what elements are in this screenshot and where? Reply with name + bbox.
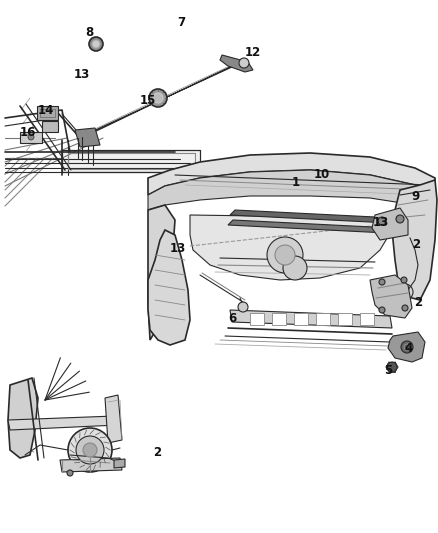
- Circle shape: [402, 305, 408, 311]
- Text: 2: 2: [414, 295, 422, 309]
- Text: 2: 2: [412, 238, 420, 252]
- Polygon shape: [372, 208, 408, 240]
- Polygon shape: [316, 313, 330, 325]
- Text: 13: 13: [373, 215, 389, 229]
- Circle shape: [401, 341, 413, 353]
- Polygon shape: [360, 313, 374, 325]
- Text: 15: 15: [140, 93, 156, 107]
- Circle shape: [379, 307, 385, 313]
- Text: 6: 6: [228, 312, 236, 326]
- Text: 8: 8: [85, 26, 93, 38]
- Circle shape: [379, 279, 385, 285]
- Polygon shape: [190, 215, 395, 280]
- Circle shape: [238, 302, 248, 312]
- Polygon shape: [60, 458, 122, 472]
- Text: 7: 7: [177, 15, 185, 28]
- Polygon shape: [114, 459, 125, 468]
- Polygon shape: [78, 62, 240, 138]
- Polygon shape: [8, 378, 38, 458]
- Text: 1: 1: [292, 176, 300, 190]
- Circle shape: [67, 470, 73, 476]
- Circle shape: [267, 237, 303, 273]
- Polygon shape: [370, 275, 412, 318]
- Polygon shape: [105, 395, 122, 443]
- Polygon shape: [272, 313, 286, 325]
- Polygon shape: [338, 313, 352, 325]
- Polygon shape: [42, 121, 58, 132]
- Text: 4: 4: [405, 342, 413, 354]
- Circle shape: [83, 443, 97, 457]
- Polygon shape: [392, 180, 437, 300]
- Circle shape: [68, 428, 112, 472]
- Polygon shape: [230, 310, 392, 328]
- Circle shape: [239, 58, 249, 68]
- Text: 5: 5: [384, 365, 392, 377]
- Circle shape: [401, 277, 407, 283]
- Text: 16: 16: [20, 125, 36, 139]
- Polygon shape: [228, 220, 392, 233]
- Polygon shape: [148, 230, 190, 345]
- Circle shape: [404, 344, 410, 350]
- Circle shape: [378, 217, 386, 225]
- Circle shape: [149, 89, 167, 107]
- Polygon shape: [148, 170, 435, 210]
- Circle shape: [387, 362, 397, 372]
- Polygon shape: [230, 210, 395, 223]
- Polygon shape: [37, 106, 58, 120]
- Text: 13: 13: [170, 243, 186, 255]
- Text: 9: 9: [411, 190, 419, 204]
- Circle shape: [89, 37, 103, 51]
- Polygon shape: [75, 128, 100, 147]
- Text: 2: 2: [153, 447, 161, 459]
- Polygon shape: [388, 332, 425, 362]
- Circle shape: [153, 93, 163, 103]
- Polygon shape: [20, 132, 42, 143]
- Polygon shape: [220, 55, 253, 72]
- Circle shape: [92, 40, 100, 48]
- Circle shape: [76, 436, 104, 464]
- Circle shape: [396, 215, 404, 223]
- Polygon shape: [148, 205, 175, 340]
- Polygon shape: [8, 416, 118, 430]
- Polygon shape: [294, 313, 308, 325]
- Text: 12: 12: [245, 46, 261, 60]
- Text: 13: 13: [74, 68, 90, 80]
- Polygon shape: [148, 153, 435, 195]
- Polygon shape: [62, 150, 200, 172]
- Polygon shape: [250, 313, 264, 325]
- Circle shape: [283, 256, 307, 280]
- Circle shape: [28, 134, 34, 140]
- Text: 14: 14: [38, 103, 54, 117]
- Circle shape: [275, 245, 295, 265]
- Text: 10: 10: [314, 167, 330, 181]
